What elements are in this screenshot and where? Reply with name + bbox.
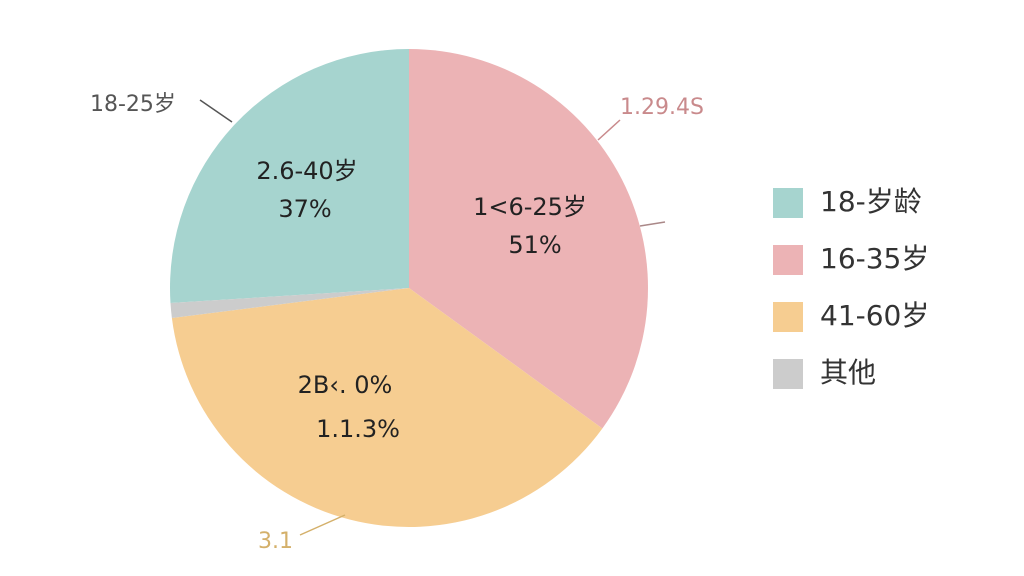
pie-slice	[170, 288, 409, 318]
slice-label: 51%	[508, 231, 561, 259]
pie-slice	[171, 288, 603, 527]
callout-label: 3.1	[258, 529, 293, 554]
slice-label: 1.1.3%	[316, 415, 400, 443]
callout-leader	[597, 119, 621, 141]
legend-label: 其他	[820, 356, 876, 389]
legend-swatch	[773, 302, 803, 332]
callout-label: 1.29.4S	[620, 95, 704, 120]
legend-label: 18-岁龄	[820, 185, 922, 218]
legend-label: 16-35岁	[820, 242, 929, 275]
slice-label: 2B‹. 0%	[298, 371, 393, 399]
callout-label: 18-25岁	[90, 92, 176, 117]
legend-swatch	[773, 188, 803, 218]
pie-slice	[170, 49, 409, 304]
slice-label: 2.6-40岁	[256, 157, 357, 185]
callout-leader	[299, 514, 346, 536]
callout-leader	[199, 99, 233, 123]
legend-swatch	[773, 245, 803, 275]
legend-label: 41-60岁	[820, 299, 929, 332]
slice-label: 1<6-25岁	[473, 193, 587, 221]
slice-label: 37%	[278, 195, 331, 223]
pie-slice	[409, 49, 648, 429]
legend-swatch	[773, 359, 803, 389]
leader-tick	[639, 221, 666, 227]
